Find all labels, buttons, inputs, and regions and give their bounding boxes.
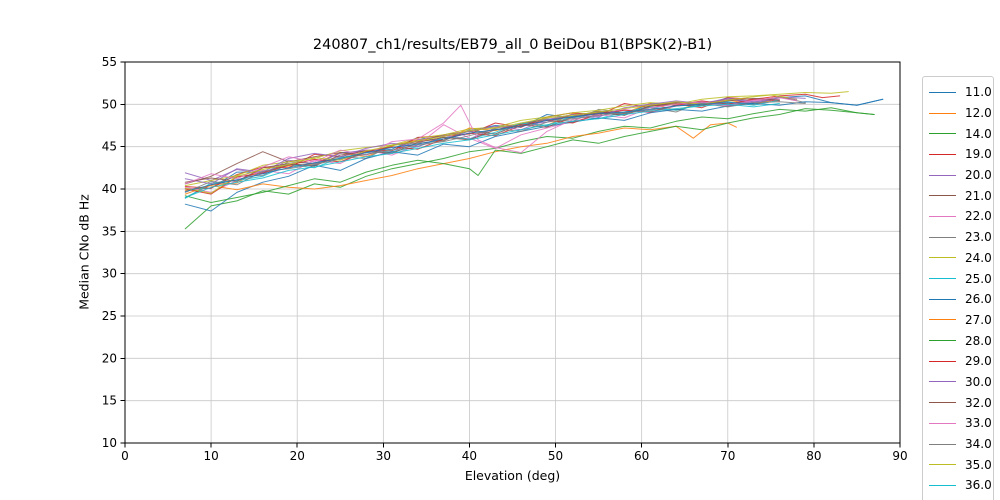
legend-line-sample-33.0 bbox=[929, 422, 956, 424]
series-line-33.0 bbox=[184, 97, 798, 185]
legend-label-22.0: 22.0 bbox=[965, 209, 992, 224]
legend-label-14.0: 14.0 bbox=[965, 126, 992, 141]
legend-label-28.0: 28.0 bbox=[965, 333, 992, 348]
legend-item-21.0: 21.0 bbox=[929, 185, 992, 206]
x-tick-label-30: 30 bbox=[376, 449, 391, 463]
x-tick-label-20: 20 bbox=[290, 449, 305, 463]
legend-line-sample-29.0 bbox=[929, 360, 956, 362]
legend-line-sample-20.0 bbox=[929, 174, 956, 176]
legend-line-sample-35.0 bbox=[929, 464, 956, 466]
legend-item-28.0: 28.0 bbox=[929, 330, 992, 351]
legend-item-34.0: 34.0 bbox=[929, 434, 992, 455]
legend-line-sample-32.0 bbox=[929, 402, 956, 404]
series-line-24.0 bbox=[184, 91, 849, 187]
series-line-26.0 bbox=[184, 98, 884, 212]
legend-label-11.0: 11.0 bbox=[965, 85, 992, 100]
legend-label-26.0: 26.0 bbox=[965, 292, 992, 307]
legend-label-30.0: 30.0 bbox=[965, 374, 992, 389]
series-line-32.0 bbox=[184, 97, 780, 183]
legend-label-29.0: 29.0 bbox=[965, 354, 992, 369]
series-line-37.0 bbox=[184, 102, 755, 192]
y-tick-label-25: 25 bbox=[102, 309, 117, 323]
x-tick-label-0: 0 bbox=[121, 449, 129, 463]
legend-item-30.0: 30.0 bbox=[929, 372, 992, 393]
legend-item-23.0: 23.0 bbox=[929, 227, 992, 248]
legend-item-19.0: 19.0 bbox=[929, 144, 992, 165]
legend-line-sample-23.0 bbox=[929, 236, 956, 238]
x-tick-label-90: 90 bbox=[892, 449, 907, 463]
series-line-25.0 bbox=[184, 99, 780, 199]
x-tick-label-50: 50 bbox=[548, 449, 563, 463]
y-tick-label-45: 45 bbox=[102, 140, 117, 154]
legend-label-20.0: 20.0 bbox=[965, 168, 992, 183]
legend-line-sample-25.0 bbox=[929, 278, 956, 280]
x-tick-label-60: 60 bbox=[634, 449, 649, 463]
legend-line-sample-27.0 bbox=[929, 319, 956, 321]
legend-item-11.0: 11.0 bbox=[929, 82, 992, 103]
legend-line-sample-14.0 bbox=[929, 133, 956, 135]
legend-item-33.0: 33.0 bbox=[929, 413, 992, 434]
legend: 11.0 12.0 14.0 19.0 20.0 21.0 22.0 23.0 24.0 25.0… bbox=[922, 76, 994, 500]
legend-item-35.0: 35.0 bbox=[929, 454, 992, 475]
y-tick-label-55: 55 bbox=[102, 55, 117, 69]
legend-label-12.0: 12.0 bbox=[965, 106, 992, 121]
legend-line-sample-11.0 bbox=[929, 91, 956, 93]
legend-label-34.0: 34.0 bbox=[965, 437, 992, 452]
series-line-14.0 bbox=[184, 107, 875, 230]
y-tick-label-35: 35 bbox=[102, 224, 117, 238]
x-tick-label-40: 40 bbox=[462, 449, 477, 463]
legend-label-21.0: 21.0 bbox=[965, 188, 992, 203]
legend-line-sample-19.0 bbox=[929, 153, 956, 155]
legend-item-20.0: 20.0 bbox=[929, 165, 992, 186]
series-line-34.0 bbox=[184, 101, 806, 193]
legend-item-25.0: 25.0 bbox=[929, 268, 992, 289]
legend-item-27.0: 27.0 bbox=[929, 310, 992, 331]
series-line-22.0 bbox=[184, 98, 780, 193]
y-tick-label-20: 20 bbox=[102, 351, 117, 365]
series-line-36.0 bbox=[184, 103, 780, 198]
legend-item-12.0: 12.0 bbox=[929, 103, 992, 124]
series-line-28.0 bbox=[184, 108, 875, 203]
legend-label-35.0: 35.0 bbox=[965, 457, 992, 472]
legend-item-37.0: 37.0 bbox=[929, 496, 992, 500]
legend-label-24.0: 24.0 bbox=[965, 250, 992, 265]
legend-label-27.0: 27.0 bbox=[965, 312, 992, 327]
legend-line-sample-30.0 bbox=[929, 381, 956, 383]
x-tick-label-80: 80 bbox=[806, 449, 821, 463]
legend-item-24.0: 24.0 bbox=[929, 248, 992, 269]
y-tick-label-30: 30 bbox=[102, 267, 117, 281]
y-tick-label-50: 50 bbox=[102, 97, 117, 111]
legend-label-23.0: 23.0 bbox=[965, 230, 992, 245]
y-tick-label-15: 15 bbox=[102, 394, 117, 408]
x-tick-label-10: 10 bbox=[203, 449, 218, 463]
y-tick-label-40: 40 bbox=[102, 182, 117, 196]
legend-label-25.0: 25.0 bbox=[965, 271, 992, 286]
legend-line-sample-21.0 bbox=[929, 195, 956, 197]
legend-line-sample-22.0 bbox=[929, 215, 956, 217]
legend-item-14.0: 14.0 bbox=[929, 123, 992, 144]
legend-label-33.0: 33.0 bbox=[965, 416, 992, 431]
legend-line-sample-26.0 bbox=[929, 298, 956, 300]
legend-item-26.0: 26.0 bbox=[929, 289, 992, 310]
legend-item-22.0: 22.0 bbox=[929, 206, 992, 227]
legend-line-sample-34.0 bbox=[929, 443, 956, 445]
legend-label-36.0: 36.0 bbox=[965, 478, 992, 493]
legend-item-36.0: 36.0 bbox=[929, 475, 992, 496]
legend-line-sample-24.0 bbox=[929, 257, 956, 259]
x-tick-label-70: 70 bbox=[720, 449, 735, 463]
x-axis-label: Elevation (deg) bbox=[464, 468, 561, 483]
legend-item-29.0: 29.0 bbox=[929, 351, 992, 372]
chart-title: 240807_ch1/results/EB79_all_0 BeiDou B1(… bbox=[312, 37, 713, 53]
legend-label-32.0: 32.0 bbox=[965, 395, 992, 410]
legend-line-sample-36.0 bbox=[929, 484, 956, 486]
legend-line-sample-28.0 bbox=[929, 340, 956, 342]
y-tick-label-10: 10 bbox=[102, 436, 117, 450]
legend-label-19.0: 19.0 bbox=[965, 147, 992, 162]
legend-item-32.0: 32.0 bbox=[929, 392, 992, 413]
legend-line-sample-12.0 bbox=[929, 112, 956, 114]
axes-frame bbox=[124, 61, 901, 444]
